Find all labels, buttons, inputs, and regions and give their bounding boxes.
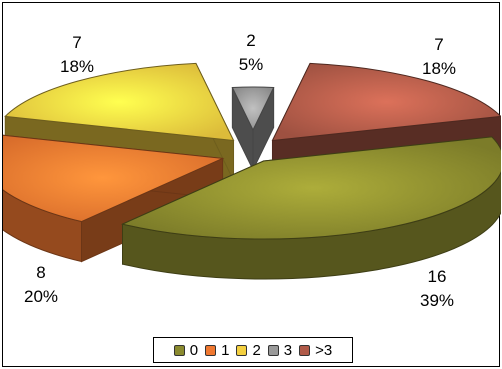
legend-item-2: 2 [236, 341, 261, 359]
legend-key-2 [236, 344, 248, 356]
pie-slice-0 [120, 136, 501, 280]
legend-label-0: 0 [189, 341, 199, 359]
data-label-0-value: 16 [427, 267, 447, 286]
pie-slice-3 [231, 86, 275, 171]
legend-item-4: >3 [299, 342, 332, 359]
data-label-4-value: 7 [434, 35, 444, 54]
data-label-2-value: 7 [72, 33, 82, 52]
legend-key-4 [299, 344, 311, 356]
legend-label-1: 1 [221, 341, 230, 359]
data-label-1-value: 8 [36, 263, 46, 282]
legend-key-3 [267, 344, 279, 356]
data-label-4: 7 18% [409, 33, 469, 81]
legend-item-0: 0 [173, 341, 199, 359]
legend-label-4: >3 [315, 341, 333, 359]
data-label-1-percent: 20% [23, 287, 59, 306]
data-label-0-percent: 39% [419, 291, 455, 310]
legend-item-3: 3 [267, 341, 293, 359]
data-label-2: 7 18% [47, 31, 107, 79]
data-label-3-percent: 5% [238, 55, 264, 74]
data-label-0: 16 39% [407, 265, 467, 313]
data-label-3-value: 2 [246, 31, 256, 50]
legend-key-0 [173, 344, 185, 356]
legend-key-1 [205, 344, 217, 356]
data-label-4-percent: 18% [421, 59, 457, 78]
legend-label-3: 3 [283, 341, 293, 359]
pie-chart [3, 62, 501, 280]
chart-legend: 0 1 2 3 >3 [153, 337, 353, 363]
data-label-1: 8 20% [11, 261, 71, 309]
pie-slice-1 [3, 134, 225, 263]
legend-item-1: 1 [205, 342, 229, 359]
data-label-2-percent: 18% [59, 57, 95, 76]
legend-label-2: 2 [252, 341, 261, 359]
data-label-3: 2 5% [221, 29, 281, 77]
